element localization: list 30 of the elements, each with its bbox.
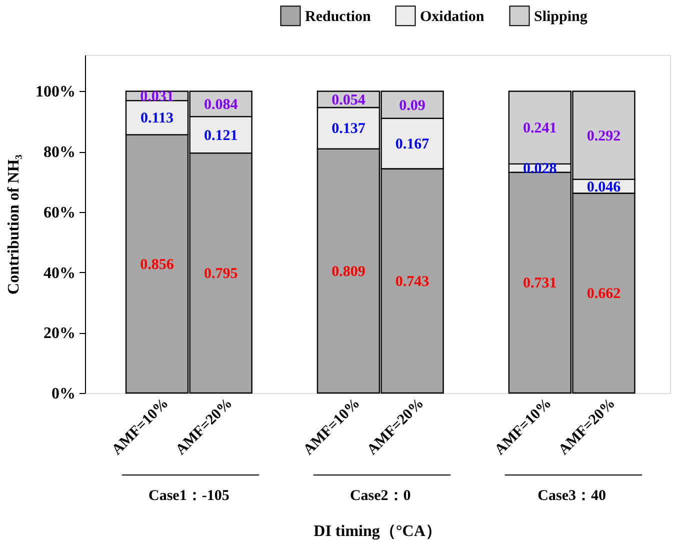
data-label: 0.113: [140, 110, 174, 127]
data-label: 0.856: [140, 256, 174, 273]
data-label: 0.046: [586, 179, 622, 196]
data-label: 0.662: [586, 286, 621, 302]
legend-label: Reduction: [305, 8, 372, 25]
text: Case1：-105: [148, 488, 230, 504]
y-tick-label: 0%: [52, 386, 76, 402]
data-label: 0.809: [332, 264, 366, 280]
data-label: 0.121: [204, 128, 238, 144]
text: Case3：40: [538, 488, 606, 504]
y-tick-label: 60%: [44, 204, 76, 222]
data-label: 0.731: [523, 276, 557, 292]
x-axis-title: DI timing（°CA）: [314, 523, 442, 540]
legend-label: Oxidation: [420, 8, 485, 25]
data-label: 0.09: [399, 98, 426, 114]
data-label: 0.743: [395, 274, 430, 290]
y-tick-label: 100%: [36, 84, 76, 101]
data-label: 0.241: [523, 120, 557, 137]
data-label: 0.292: [586, 128, 621, 144]
data-label: 0.084: [204, 96, 238, 113]
legend-label: Slipping: [534, 8, 588, 25]
y-tick-label: 80%: [44, 144, 76, 162]
y-tick-label: 40%: [44, 264, 76, 282]
y-tick-label: 20%: [44, 325, 76, 342]
data-label: 0.054: [332, 92, 366, 108]
data-label: 0.795: [204, 266, 238, 282]
data-label: 0.137: [332, 121, 366, 138]
data-label: 0.167: [395, 136, 430, 153]
y-axis-title: Contribution of NH₃: [6, 154, 22, 294]
text: Case2：0: [350, 488, 411, 504]
